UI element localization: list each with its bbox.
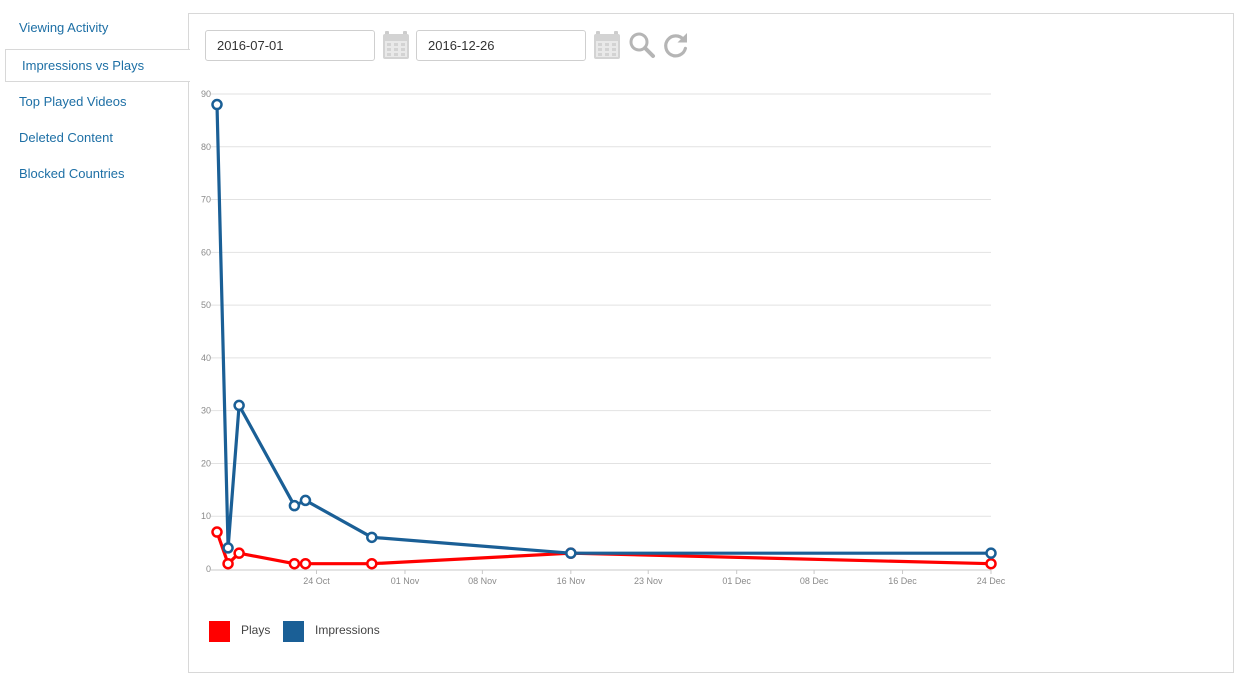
data-point-plays-3 (288, 557, 301, 570)
data-point-plays-4 (299, 557, 312, 570)
end-date-input[interactable] (416, 30, 586, 61)
y-tick-label-90: 90 (201, 89, 211, 99)
data-point-plays-2 (233, 547, 245, 559)
x-tick-label-1: 01 Nov (391, 576, 420, 586)
y-tick-label-20: 20 (201, 458, 211, 468)
y-tick-label-80: 80 (201, 142, 211, 152)
y-tick-label-30: 30 (201, 406, 211, 416)
data-point-impressions-7 (985, 547, 997, 559)
data-point-plays-0 (211, 526, 223, 538)
data-point-impressions-3 (288, 499, 301, 512)
x-tick-label-3: 16 Nov (557, 576, 586, 586)
y-tick-label-10: 10 (201, 511, 211, 521)
sidebar-item-impressions-vs-plays[interactable]: Impressions vs Plays (5, 49, 190, 82)
x-tick-label-5: 01 Dec (722, 576, 751, 586)
refresh-icon[interactable] (661, 30, 691, 65)
data-point-plays-7 (985, 557, 997, 570)
start-date-input[interactable] (205, 30, 375, 61)
sidebar-item-viewing-activity[interactable]: Viewing Activity (19, 20, 109, 35)
sidebar-item-top-played-videos[interactable]: Top Played Videos (19, 94, 127, 109)
legend-swatch-impressions (283, 621, 304, 642)
data-point-impressions-2 (233, 399, 245, 412)
x-tick-label-7: 16 Dec (888, 576, 917, 586)
x-tick-label-2: 08 Nov (468, 576, 497, 586)
sidebar-item-blocked-countries[interactable]: Blocked Countries (19, 166, 125, 181)
y-tick-label-60: 60 (201, 247, 211, 257)
x-tick-label-6: 08 Dec (800, 576, 829, 586)
y-tick-label-70: 70 (201, 195, 211, 205)
report-sidebar: Viewing Activity Impressions vs Plays To… (0, 0, 190, 689)
calendar-icon[interactable] (593, 30, 621, 65)
series-line-plays (215, 531, 992, 566)
data-point-plays-1 (222, 557, 234, 570)
calendar-icon[interactable] (382, 30, 410, 65)
search-icon[interactable] (628, 30, 656, 65)
x-tick-label-8: 24 Dec (977, 576, 1006, 586)
data-point-impressions-6 (565, 547, 577, 559)
x-tick-label-4: 23 Nov (634, 576, 663, 586)
x-tick-label-0: 24 Oct (303, 576, 330, 586)
data-point-impressions-4 (299, 494, 312, 507)
legend-label-plays: Plays (241, 623, 271, 637)
legend-label-impressions: Impressions (315, 623, 380, 637)
data-point-impressions-5 (366, 531, 378, 544)
series-line-impressions (215, 104, 991, 555)
data-point-impressions-1 (222, 542, 234, 554)
sidebar-item-deleted-content[interactable]: Deleted Content (19, 130, 113, 145)
y-tick-label-50: 50 (201, 300, 211, 310)
legend-swatch-plays (209, 621, 230, 642)
y-tick-label-0: 0 (206, 564, 211, 574)
y-tick-label-40: 40 (201, 353, 211, 363)
data-point-impressions-0 (211, 98, 223, 111)
data-point-plays-5 (366, 557, 378, 570)
